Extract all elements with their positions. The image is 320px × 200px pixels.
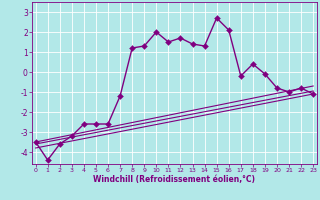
X-axis label: Windchill (Refroidissement éolien,°C): Windchill (Refroidissement éolien,°C) [93,175,255,184]
